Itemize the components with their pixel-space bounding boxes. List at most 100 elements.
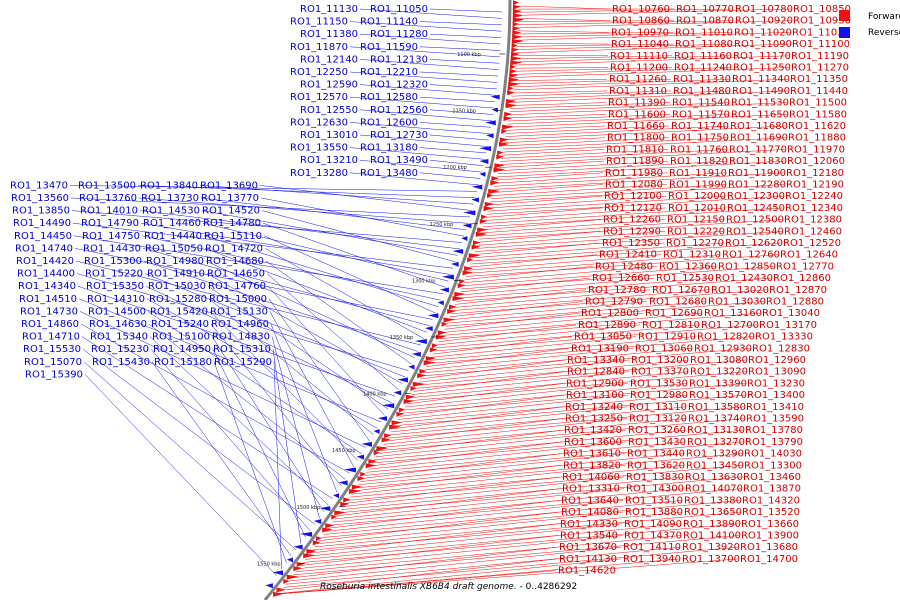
forward-leader-line bbox=[450, 289, 768, 315]
forward-leader-line bbox=[477, 231, 666, 246]
forward-gene-label: RO1_13900 bbox=[741, 531, 799, 542]
forward-gene-label: RO1_11600 bbox=[608, 109, 666, 120]
forward-gene-label: RO1_13090 bbox=[748, 367, 806, 378]
forward-leader-line bbox=[394, 394, 746, 426]
forward-leader-line bbox=[488, 195, 667, 209]
reverse-leader-line bbox=[81, 336, 333, 499]
forward-gene-label: RO1_13670 bbox=[559, 542, 617, 553]
forward-gene-arrow bbox=[273, 591, 284, 597]
gene-labels: RO1_10760 RO1_10770 RO1_10780 RO1_10850RO1_… bbox=[10, 4, 851, 577]
forward-leader-line bbox=[505, 125, 729, 137]
forward-gene-arrow bbox=[512, 8, 522, 14]
forward-leader-line bbox=[517, 8, 734, 13]
reverse-gene-label: RO1_13770 bbox=[201, 193, 259, 204]
forward-gene-arrow bbox=[483, 206, 495, 212]
forward-gene-label: RO1_13340 bbox=[567, 355, 625, 366]
forward-leader-line bbox=[416, 359, 689, 386]
forward-gene-arrow bbox=[348, 488, 361, 494]
forward-leader-line bbox=[504, 125, 787, 140]
reverse-gene-label: RO1_13500 bbox=[78, 180, 136, 191]
forward-gene-label: RO1_12760 bbox=[722, 250, 780, 261]
forward-gene-arrow bbox=[423, 360, 436, 366]
forward-gene-label: RO1_13660 bbox=[741, 519, 799, 530]
reverse-gene-label: RO1_14490 bbox=[13, 218, 71, 229]
reverse-gene-arrow bbox=[471, 184, 483, 190]
reverse-gene-arrow bbox=[393, 390, 402, 396]
forward-gene-label: RO1_11990 bbox=[669, 180, 727, 191]
forward-gene-label: RO1_12620 bbox=[725, 238, 783, 249]
reverse-gene-label: RO1_15100 bbox=[152, 332, 210, 343]
forward-gene-arrow bbox=[473, 240, 481, 246]
forward-gene-label: RO1_13230 bbox=[747, 378, 805, 389]
forward-gene-label: RO1_13610 bbox=[563, 449, 621, 460]
forward-gene-label: RO1_11620 bbox=[788, 121, 846, 132]
forward-gene-label: RO1_11650 bbox=[731, 109, 789, 120]
forward-leader-line bbox=[410, 371, 689, 398]
forward-gene-arrow bbox=[511, 43, 518, 49]
forward-gene-label: RO1_14330 bbox=[560, 519, 618, 530]
forward-gene-label: RO1_14700 bbox=[740, 554, 798, 565]
forward-leader-line bbox=[463, 266, 658, 283]
reverse-gene-label: RO1_13850 bbox=[12, 206, 70, 217]
forward-leader-line bbox=[285, 546, 681, 585]
forward-gene-label: RO1_12270 bbox=[666, 238, 724, 249]
forward-gene-label: RO1_11910 bbox=[669, 168, 727, 179]
reverse-gene-label: RO1_14740 bbox=[15, 243, 73, 254]
forward-leader-line bbox=[489, 195, 603, 206]
forward-gene-label: RO1_11240 bbox=[674, 63, 732, 74]
reverse-gene-label: RO1_13280 bbox=[290, 168, 348, 179]
reverse-gene-label: RO1_12140 bbox=[300, 54, 358, 65]
forward-gene-label: RO1_11270 bbox=[791, 63, 849, 74]
reverse-gene-label: RO1_14760 bbox=[208, 281, 266, 292]
forward-gene-label: RO1_11160 bbox=[674, 51, 732, 62]
forward-gene-label: RO1_13940 bbox=[623, 554, 681, 565]
forward-gene-label: RO1_12860 bbox=[773, 273, 831, 284]
forward-gene-label: RO1_11580 bbox=[789, 109, 847, 120]
forward-leader-line bbox=[498, 160, 669, 172]
forward-gene-label: RO1_11680 bbox=[730, 121, 788, 132]
forward-gene-label: RO1_10870 bbox=[676, 16, 734, 27]
reverse-gene-arrow bbox=[479, 171, 486, 177]
forward-gene-label: RO1_14300 bbox=[626, 484, 684, 495]
reverse-leader-line bbox=[150, 349, 311, 531]
reverse-gene-label: RO1_13760 bbox=[79, 193, 137, 204]
forward-leader-line bbox=[513, 78, 672, 84]
forward-gene-label: RO1_13330 bbox=[755, 332, 813, 343]
reverse-gene-label: RO1_14710 bbox=[22, 332, 80, 343]
forward-gene-label: RO1_13440 bbox=[627, 449, 685, 460]
forward-gene-arrow bbox=[293, 566, 303, 572]
reverse-leader-line bbox=[264, 248, 425, 339]
forward-gene-arrow bbox=[303, 553, 316, 559]
forward-leader-line bbox=[277, 570, 557, 595]
forward-gene-arrow bbox=[511, 38, 524, 44]
forward-leader-line bbox=[473, 242, 601, 255]
forward-gene-arrow bbox=[512, 4, 521, 10]
forward-leader-line bbox=[461, 266, 775, 290]
reverse-gene-label: RO1_14340 bbox=[18, 281, 76, 292]
forward-gene-arrow bbox=[405, 394, 415, 400]
forward-gene-arrow bbox=[512, 30, 522, 36]
forward-gene-label: RO1_11080 bbox=[675, 39, 733, 50]
forward-gene-label: RO1_14090 bbox=[624, 519, 682, 530]
forward-leader-line bbox=[339, 476, 742, 513]
forward-gene-label: RO1_12900 bbox=[566, 378, 624, 389]
forward-leader-line bbox=[482, 219, 602, 231]
forward-gene-label: RO1_12300 bbox=[727, 191, 785, 202]
reverse-gene-label: RO1_15390 bbox=[25, 369, 83, 380]
reverse-leader-line bbox=[271, 336, 320, 519]
forward-leader-line bbox=[370, 441, 563, 467]
forward-leader-line bbox=[493, 172, 785, 190]
forward-gene-label: RO1_13650 bbox=[684, 507, 742, 518]
forward-gene-arrow bbox=[471, 244, 481, 250]
forward-gene-label: RO1_12540 bbox=[726, 226, 784, 237]
forward-gene-arrow bbox=[437, 330, 447, 336]
forward-gene-label: RO1_13220 bbox=[690, 367, 748, 378]
reverse-gene-arrow bbox=[479, 146, 492, 152]
reverse-leader-line bbox=[204, 248, 427, 333]
forward-leader-line bbox=[421, 348, 751, 377]
reverse-gene-label: RO1_14440 bbox=[144, 231, 202, 242]
reverse-leader-line bbox=[359, 59, 499, 70]
forward-leader-line bbox=[485, 207, 603, 218]
forward-leader-line bbox=[497, 160, 728, 175]
reverse-gene-label: RO1_14530 bbox=[142, 206, 200, 217]
